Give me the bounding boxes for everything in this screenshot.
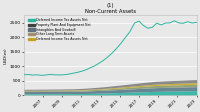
Y-axis label: USD(m): USD(m) <box>3 47 7 64</box>
Title: (1)
Non-Current Assets: (1) Non-Current Assets <box>85 3 136 14</box>
Legend: Deferred Income Tax Assets Net                    , Property Plant And Equipment: Deferred Income Tax Assets Net , Propert… <box>27 18 109 42</box>
